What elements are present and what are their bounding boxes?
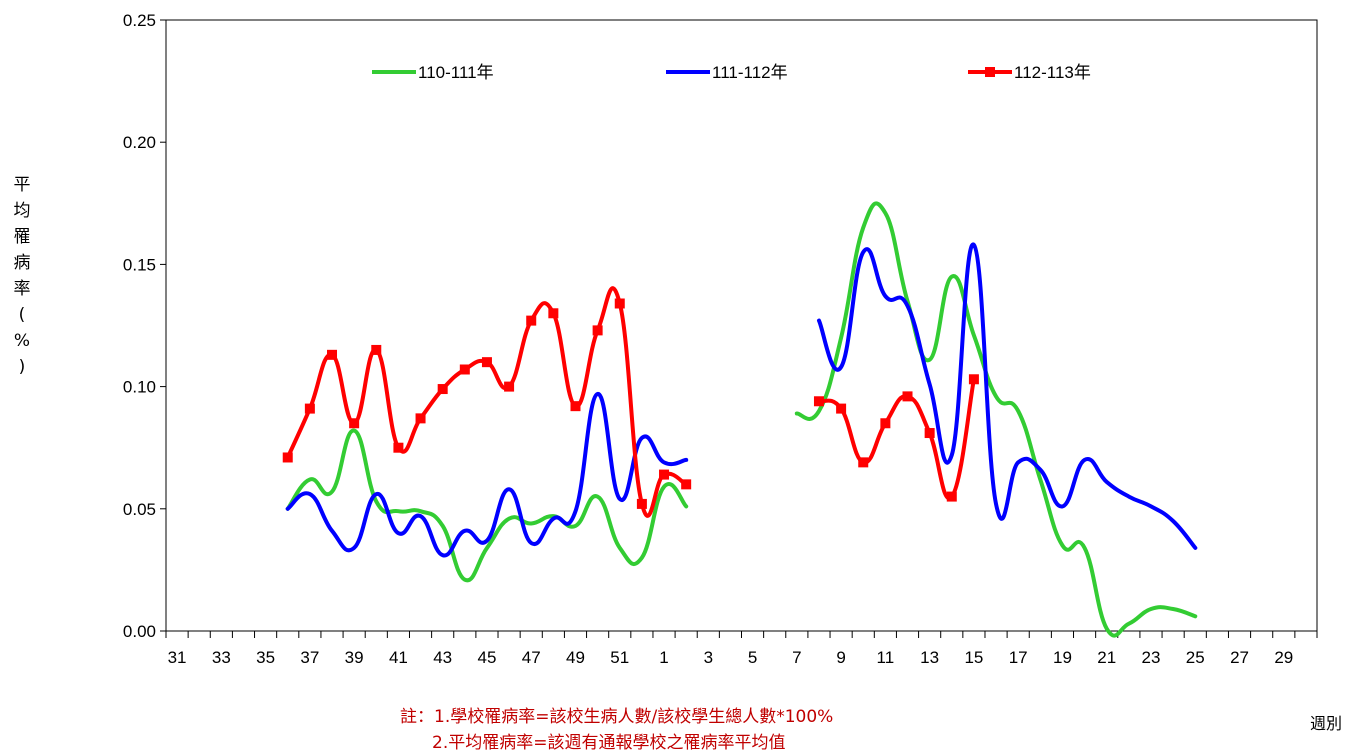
data-point-marker <box>371 344 382 355</box>
data-point-marker <box>880 418 891 429</box>
legend: 110-111年 111-112年 112-113年 <box>372 63 1091 82</box>
series-2 <box>285 242 1198 558</box>
data-point-marker <box>659 469 670 480</box>
x-tick-label: 31 <box>168 648 187 667</box>
y-axis-title-char: 率 <box>13 279 31 299</box>
data-point-marker <box>924 428 935 439</box>
y-tick-label: 0.20 <box>123 133 156 152</box>
x-axis-title: 週別 <box>1310 714 1343 733</box>
data-point-marker <box>681 479 692 490</box>
data-point-marker <box>570 401 581 412</box>
y-axis-title-char: 均 <box>13 201 31 221</box>
y-tick-label: 0.10 <box>123 378 156 397</box>
x-tick-label: 19 <box>1053 648 1072 667</box>
data-point-marker <box>349 418 360 429</box>
data-point-marker <box>636 498 647 509</box>
x-tick-label: 33 <box>212 648 231 667</box>
x-tick-label: 39 <box>345 648 364 667</box>
x-tick-label: 35 <box>256 648 275 667</box>
series-line <box>285 391 689 558</box>
x-tick-label: 43 <box>433 648 452 667</box>
x-tick-label: 25 <box>1186 648 1205 667</box>
data-point-marker <box>902 391 913 402</box>
legend-item: 111-112年 <box>666 63 788 82</box>
x-axis: 31 33 35 37 39 41 43 45 47 49 51 1 3 5 7 9 11 13 15 17 19 21 2… <box>165 631 1318 667</box>
x-tick-label: 17 <box>1009 648 1028 667</box>
series-3 <box>282 286 979 518</box>
legend-label: 112-113年 <box>1014 63 1091 82</box>
data-point-marker <box>327 349 338 360</box>
x-tick-label: 3 <box>704 648 713 667</box>
data-point-marker <box>459 364 470 375</box>
data-point-marker <box>968 374 979 385</box>
data-point-marker <box>481 357 492 368</box>
x-tick-label: 13 <box>920 648 939 667</box>
footnote-2: 2.平均罹病率=該週有通報學校之罹病率平均值 <box>432 733 786 753</box>
data-point-marker <box>858 457 869 468</box>
x-tick-label: 23 <box>1142 648 1161 667</box>
y-tick-label: 0.25 <box>123 11 156 30</box>
plot-area <box>165 19 1318 632</box>
y-axis-title-char: ( <box>18 305 26 325</box>
series-line <box>817 242 1198 550</box>
legend-label: 111-112年 <box>712 63 788 82</box>
data-point-marker <box>415 413 426 424</box>
series-line <box>285 428 689 583</box>
y-axis-title-char: % <box>13 331 31 351</box>
legend-marker <box>985 67 995 77</box>
y-tick-label: 0.00 <box>123 622 156 641</box>
x-tick-label: 51 <box>610 648 629 667</box>
y-tick-label: 0.15 <box>123 255 156 274</box>
x-tick-label: 29 <box>1274 648 1293 667</box>
data-point-marker <box>437 384 448 395</box>
data-point-marker <box>836 403 847 414</box>
series-group <box>282 201 1198 638</box>
x-tick-label: 49 <box>566 648 585 667</box>
data-point-marker <box>592 325 603 336</box>
series-1 <box>285 201 1198 638</box>
legend-label: 110-111年 <box>418 63 494 82</box>
y-tick-label: 0.05 <box>123 500 156 519</box>
data-point-marker <box>282 452 293 463</box>
x-tick-label: 9 <box>836 648 845 667</box>
legend-item: 112-113年 <box>968 63 1091 82</box>
footnotes: 註：1.學校罹病率=該校生病人數/該校學生總人數*100% 2.平均罹病率=該週… <box>400 704 833 756</box>
x-tick-label: 7 <box>792 648 801 667</box>
y-axis-title: 平均罹病率 (%) <box>12 172 32 380</box>
y-axis-title-char: 平 <box>13 175 31 195</box>
data-point-marker <box>548 308 559 319</box>
x-tick-label: 27 <box>1230 648 1249 667</box>
x-tick-label: 21 <box>1097 648 1116 667</box>
x-tick-label: 1 <box>659 648 668 667</box>
x-tick-label: 41 <box>389 648 408 667</box>
x-tick-label: 5 <box>748 648 757 667</box>
y-axis-title-char: 病 <box>13 253 31 273</box>
x-tick-label: 15 <box>964 648 983 667</box>
data-point-marker <box>504 381 515 392</box>
x-tick-label: 47 <box>522 648 541 667</box>
y-axis: 0.00 0.05 0.10 0.15 0.20 0.25 <box>123 11 166 641</box>
data-point-marker <box>614 298 625 309</box>
series-line <box>794 201 1198 638</box>
x-tick-label: 37 <box>300 648 319 667</box>
data-point-marker <box>526 315 537 326</box>
line-chart: 0.000.050.100.150.200.25 31 33 35 37 39 41 43 4… <box>123 11 1318 667</box>
x-tick-label: 45 <box>477 648 496 667</box>
y-axis-title-char: 罹 <box>13 227 31 247</box>
data-point-marker <box>946 491 957 502</box>
data-point-marker <box>813 396 824 407</box>
y-axis-title-char: ) <box>18 357 26 377</box>
footnote-1: 註：1.學校罹病率=該校生病人數/該校學生總人數*100% <box>400 707 834 727</box>
x-tick-label: 11 <box>877 648 895 667</box>
legend-item: 110-111年 <box>372 63 494 82</box>
data-point-marker <box>393 442 404 453</box>
data-point-marker <box>304 403 315 414</box>
